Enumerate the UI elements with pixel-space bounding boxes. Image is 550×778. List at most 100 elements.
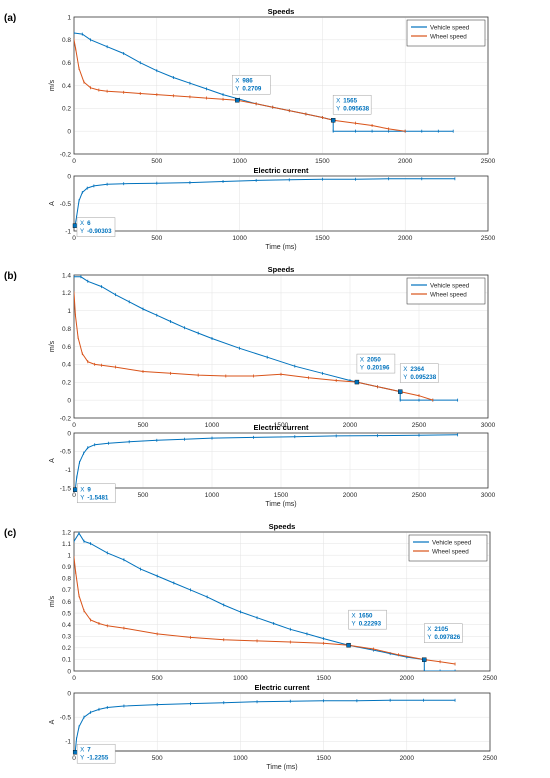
datatip-x: X 1650 bbox=[352, 613, 373, 620]
y-tick-label: 0.7 bbox=[62, 587, 71, 594]
datatip-x-value: 2364 bbox=[410, 366, 424, 373]
y-tick-label: 0 bbox=[67, 430, 71, 437]
y-tick-label: 0.3 bbox=[62, 634, 71, 641]
datatip-x-label: X bbox=[235, 78, 239, 85]
datatip-y-label: Y bbox=[235, 86, 239, 93]
y-tick-label: 0.8 bbox=[62, 576, 71, 583]
legend-entry: Vehicle speed bbox=[430, 282, 470, 289]
plot-border bbox=[73, 16, 489, 155]
y-tick-label: 0 bbox=[67, 173, 71, 180]
datatip-box bbox=[424, 623, 463, 643]
y-tick-label: 0.1 bbox=[62, 657, 71, 664]
datatip-y: Y -0.90303 bbox=[80, 228, 112, 235]
datatip-y: Y 0.095638 bbox=[336, 106, 370, 113]
datatip-box bbox=[76, 217, 116, 237]
datatip-y: Y 0.095238 bbox=[403, 374, 437, 381]
datatip-marker bbox=[73, 487, 78, 492]
datatip-x: X 986 bbox=[235, 78, 253, 85]
datatip-x-label: X bbox=[352, 613, 356, 620]
y-tick-label: 0 bbox=[67, 397, 71, 404]
y-tick-label: 0.4 bbox=[62, 83, 71, 90]
legend: Vehicle speed Wheel speed bbox=[406, 19, 486, 47]
x-tick-label: 2500 bbox=[483, 755, 498, 762]
datatip[interactable]: X 9Y -1.5481 bbox=[73, 483, 116, 504]
y-tick-label: 0.4 bbox=[62, 362, 71, 369]
datatip-box bbox=[232, 74, 271, 95]
legend-box bbox=[406, 277, 486, 305]
x-tick-label: 0 bbox=[72, 235, 76, 242]
y-tick-label: 0 bbox=[67, 668, 71, 675]
x-tick-label: 2500 bbox=[481, 158, 496, 165]
datatip-y: Y 0.20196 bbox=[360, 365, 390, 372]
datatip-x-value: 1650 bbox=[359, 613, 373, 620]
y-tick-label: -0.5 bbox=[60, 714, 72, 721]
chart-title: Speeds bbox=[268, 265, 295, 274]
datatip-x-value: 986 bbox=[242, 78, 253, 85]
x-tick-label: 1500 bbox=[315, 158, 330, 165]
x-tick-label: 1500 bbox=[274, 492, 289, 499]
datatip-x-label: X bbox=[80, 220, 84, 227]
datatip-y-label: Y bbox=[360, 365, 364, 372]
datatip-y: Y -1.2255 bbox=[80, 755, 109, 762]
y-tick-label: -0.2 bbox=[60, 415, 72, 422]
series-line-current bbox=[74, 699, 456, 751]
datatip-marker bbox=[398, 389, 403, 394]
datatip-marker bbox=[72, 223, 78, 228]
datatip-x-label: X bbox=[80, 486, 84, 493]
x-tick-label: 2500 bbox=[483, 675, 498, 682]
legend-entry: Wheel speed bbox=[432, 548, 469, 555]
y-tick-label: 0.4 bbox=[62, 622, 71, 629]
legend: Vehicle speed Wheel speed bbox=[408, 534, 488, 562]
panel-1: 0 500 1000 1500 2000 2500-0.200.20.40.60.81Sp… bbox=[4, 7, 496, 165]
datatip-x-label: X bbox=[336, 98, 340, 105]
datatip-y-label: Y bbox=[80, 755, 84, 762]
y-tick-label: 0.9 bbox=[62, 564, 71, 571]
datatip-y-value: 0.095238 bbox=[410, 374, 436, 381]
x-tick-label: 2500 bbox=[412, 492, 427, 499]
y-axis-label: A bbox=[49, 719, 56, 724]
datatip-y: Y -1.5481 bbox=[80, 494, 109, 501]
legend-entry: Vehicle speed bbox=[432, 539, 472, 546]
y-tick-label: 1.2 bbox=[62, 529, 71, 536]
chart-title: Speeds bbox=[269, 522, 296, 531]
y-tick-label: 0.6 bbox=[62, 60, 71, 67]
x-tick-label: 1000 bbox=[205, 492, 220, 499]
datatip-y-label: Y bbox=[80, 494, 84, 501]
datatip-y-label: Y bbox=[80, 228, 84, 235]
x-tick-label: 1000 bbox=[232, 235, 247, 242]
y-tick-label: 0 bbox=[67, 128, 71, 135]
datatip-marker bbox=[354, 379, 360, 385]
datatip-x-value: 6 bbox=[87, 220, 91, 227]
x-axis-label: Time (ms) bbox=[265, 244, 296, 251]
y-tick-label: 0 bbox=[67, 690, 71, 697]
plot-border bbox=[73, 531, 491, 672]
x-tick-label: 1500 bbox=[315, 235, 330, 242]
y-tick-label: -0.2 bbox=[60, 151, 72, 158]
legend-entry: Vehicle speed bbox=[430, 24, 470, 31]
datatip-box bbox=[348, 609, 387, 630]
plot-border bbox=[73, 432, 489, 489]
datatip-y-value: 0.20196 bbox=[367, 365, 390, 372]
legend-entry: Wheel speed bbox=[430, 291, 467, 298]
chart-title: Electric current bbox=[254, 683, 310, 692]
datatip-x-value: 2105 bbox=[434, 626, 448, 633]
datatip-y: Y 0.22293 bbox=[352, 621, 382, 628]
datatip[interactable]: X 7Y -1.2255 bbox=[72, 743, 116, 764]
datatip-box bbox=[332, 94, 372, 115]
y-tick-label: 1.1 bbox=[62, 541, 71, 548]
datatip[interactable]: X 6Y -0.90303 bbox=[72, 217, 116, 237]
datatip-x: X 1565 bbox=[336, 98, 357, 105]
y-tick-label: 0.2 bbox=[62, 106, 71, 113]
datatip-y-label: Y bbox=[403, 374, 407, 381]
y-tick-label: -1 bbox=[65, 467, 71, 474]
x-tick-label: 3000 bbox=[481, 492, 496, 499]
chart-title: Electric current bbox=[253, 423, 309, 432]
chart-title: Electric current bbox=[253, 166, 309, 175]
